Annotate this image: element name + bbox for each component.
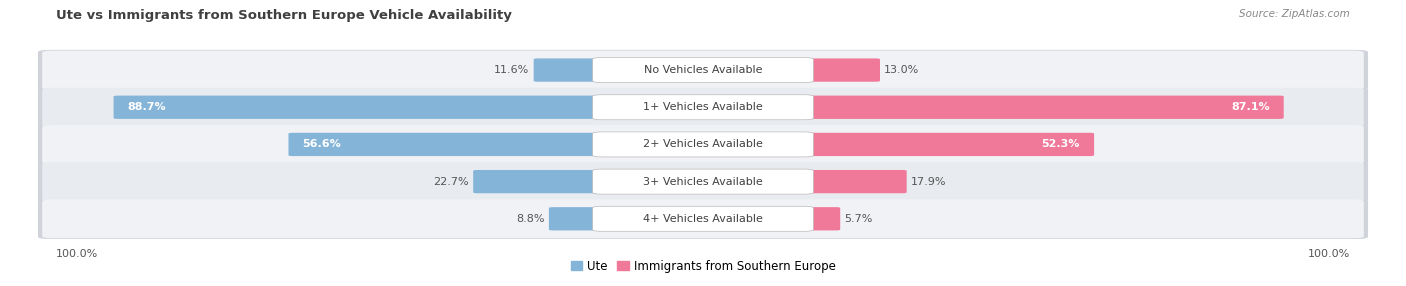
Text: 2+ Vehicles Available: 2+ Vehicles Available <box>643 140 763 149</box>
FancyBboxPatch shape <box>801 133 1094 156</box>
FancyBboxPatch shape <box>38 161 1368 202</box>
FancyBboxPatch shape <box>801 207 841 231</box>
Text: No Vehicles Available: No Vehicles Available <box>644 65 762 75</box>
FancyBboxPatch shape <box>593 132 813 157</box>
FancyBboxPatch shape <box>474 170 606 193</box>
FancyBboxPatch shape <box>801 58 880 82</box>
FancyBboxPatch shape <box>42 162 1364 201</box>
FancyBboxPatch shape <box>534 58 606 82</box>
FancyBboxPatch shape <box>42 51 1364 90</box>
Text: 5.7%: 5.7% <box>845 214 873 224</box>
FancyBboxPatch shape <box>548 207 606 231</box>
FancyBboxPatch shape <box>593 57 813 83</box>
FancyBboxPatch shape <box>801 170 907 193</box>
Text: 17.9%: 17.9% <box>911 177 946 186</box>
Text: 8.8%: 8.8% <box>516 214 544 224</box>
FancyBboxPatch shape <box>42 199 1364 238</box>
Legend: Ute, Immigrants from Southern Europe: Ute, Immigrants from Southern Europe <box>565 255 841 277</box>
FancyBboxPatch shape <box>801 96 1284 119</box>
Text: Ute vs Immigrants from Southern Europe Vehicle Availability: Ute vs Immigrants from Southern Europe V… <box>56 9 512 21</box>
Text: 100.0%: 100.0% <box>56 249 98 259</box>
Text: 4+ Vehicles Available: 4+ Vehicles Available <box>643 214 763 224</box>
FancyBboxPatch shape <box>593 169 813 194</box>
Text: 52.3%: 52.3% <box>1042 140 1080 149</box>
Text: 1+ Vehicles Available: 1+ Vehicles Available <box>643 102 763 112</box>
FancyBboxPatch shape <box>42 125 1364 164</box>
Text: 3+ Vehicles Available: 3+ Vehicles Available <box>643 177 763 186</box>
Text: 56.6%: 56.6% <box>302 140 342 149</box>
Text: 22.7%: 22.7% <box>433 177 470 186</box>
FancyBboxPatch shape <box>288 133 606 156</box>
FancyBboxPatch shape <box>593 206 813 231</box>
Text: 100.0%: 100.0% <box>1308 249 1350 259</box>
FancyBboxPatch shape <box>38 124 1368 165</box>
FancyBboxPatch shape <box>42 88 1364 127</box>
Text: 87.1%: 87.1% <box>1232 102 1270 112</box>
Text: 88.7%: 88.7% <box>128 102 166 112</box>
FancyBboxPatch shape <box>38 50 1368 90</box>
Text: Source: ZipAtlas.com: Source: ZipAtlas.com <box>1239 9 1350 19</box>
FancyBboxPatch shape <box>114 96 606 119</box>
FancyBboxPatch shape <box>38 198 1368 239</box>
FancyBboxPatch shape <box>593 95 813 120</box>
Text: 11.6%: 11.6% <box>494 65 530 75</box>
Text: 13.0%: 13.0% <box>884 65 920 75</box>
FancyBboxPatch shape <box>38 87 1368 128</box>
